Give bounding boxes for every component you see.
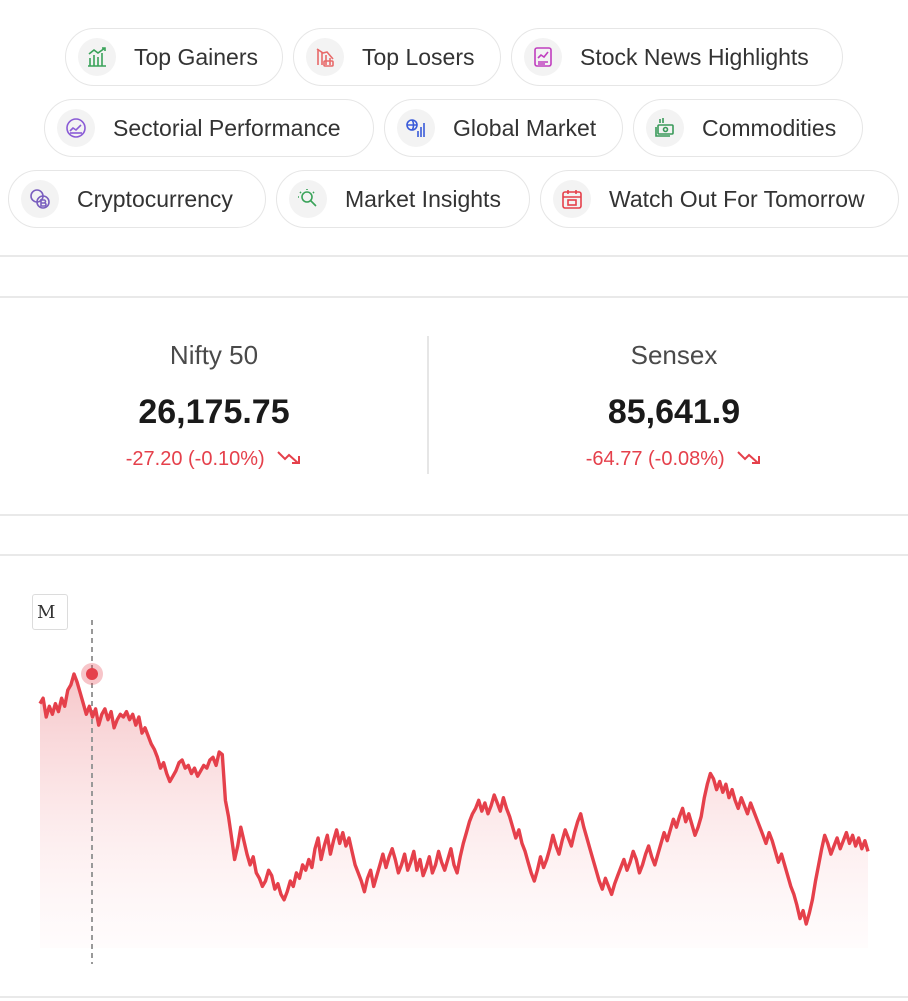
crypto-coins-icon (21, 180, 59, 218)
index-divider (427, 336, 429, 474)
bulb-search-icon (289, 180, 327, 218)
index-value: 26,175.75 (138, 393, 290, 431)
chip-commodities[interactable]: Commodities (633, 99, 863, 157)
divider (0, 554, 908, 556)
index-change: -64.77 (-0.08%) (440, 448, 908, 471)
chip-label: Cryptocurrency (77, 185, 233, 212)
chip-label: Top Losers (362, 43, 475, 70)
index-card-sensex[interactable]: Sensex 85,641.9 -64.77 (-0.08%) (440, 298, 908, 514)
chip-global-market[interactable]: Global Market (384, 99, 623, 157)
index-change-text: -27.20 (-0.10%) (125, 448, 265, 470)
divider (0, 255, 908, 257)
chip-label: Sectorial Performance (113, 114, 341, 141)
chart-tooltip: M (32, 594, 68, 630)
chip-label: Top Gainers (134, 43, 259, 70)
hover-point (86, 668, 98, 680)
chip-market-insights[interactable]: Market Insights (276, 170, 530, 228)
globe-chart-icon (397, 109, 435, 147)
news-chart-icon (524, 38, 562, 76)
chip-top-gainers[interactable]: Top Gainers (65, 28, 283, 86)
chart-area-fill (40, 674, 868, 948)
index-change: -27.20 (-0.10%) (0, 448, 428, 471)
chip-label: Commodities (702, 114, 837, 141)
chip-top-losers[interactable]: Top Losers (293, 28, 501, 86)
market-indices: Nifty 50 26,175.75 -27.20 (-0.10%) Sense… (0, 298, 908, 514)
chart-price-line (38, 672, 870, 926)
index-value: 85,641.9 (607, 393, 741, 431)
intraday-chart[interactable] (0, 556, 908, 996)
chip-label: Stock News Highlights (580, 43, 809, 70)
index-name: Nifty 50 (169, 340, 259, 370)
tooltip-text: M (37, 601, 56, 623)
chip-stock-news[interactable]: Stock News Highlights (511, 28, 843, 86)
intraday-chart-svg[interactable] (0, 556, 908, 996)
chip-label: Market Insights (345, 185, 501, 212)
money-stack-icon (646, 109, 684, 147)
divider (0, 996, 908, 998)
index-name: Sensex (630, 340, 718, 370)
chip-label: Watch Out For Tomorrow (609, 185, 865, 212)
chip-label: Global Market (453, 114, 597, 141)
index-card-nifty[interactable]: Nifty 50 26,175.75 -27.20 (-0.10%) (0, 298, 428, 514)
trend-down-icon (276, 448, 302, 471)
chip-sectorial-performance[interactable]: Sectorial Performance (44, 99, 374, 157)
bar-chart-up-icon (78, 38, 116, 76)
loss-chart-icon (306, 38, 344, 76)
index-change-text: -64.77 (-0.08%) (585, 448, 725, 470)
chip-cryptocurrency[interactable]: Cryptocurrency (8, 170, 266, 228)
trend-down-icon (736, 448, 762, 471)
chip-watch-out-tomorrow[interactable]: Watch Out For Tomorrow (540, 170, 899, 228)
calendar-icon (553, 180, 591, 218)
sector-gauge-icon (57, 109, 95, 147)
quick-links-bar: Top Gainers Top Losers Stock News Highli… (0, 0, 908, 240)
divider (0, 514, 908, 516)
divider (0, 296, 908, 298)
